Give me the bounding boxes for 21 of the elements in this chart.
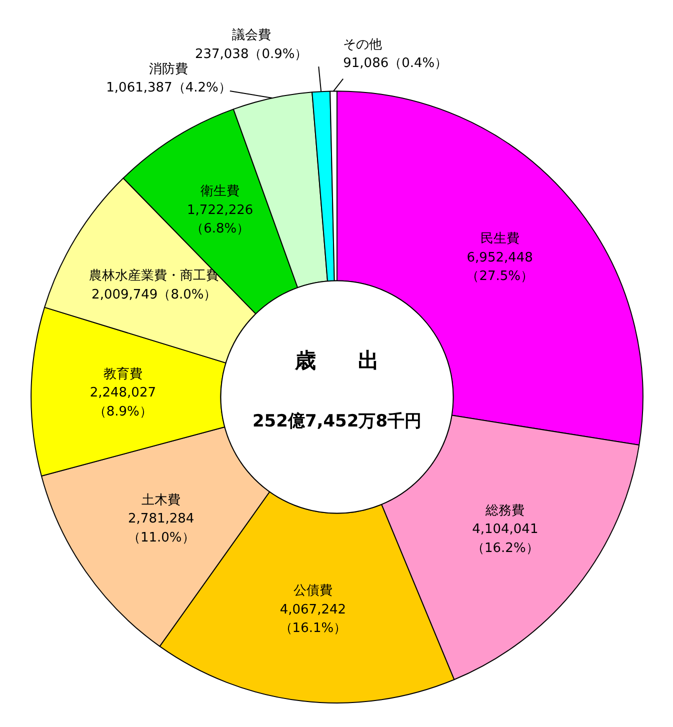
slice-label: 消防費: [149, 62, 188, 77]
slice-label: 民生費: [480, 232, 520, 247]
slice-label: 土木費: [142, 492, 181, 508]
slice-label: 総務費: [484, 503, 525, 518]
data-label: 237,038（0.9%）: [194, 46, 308, 62]
data-label: 2,009,749（8.0%）: [92, 287, 217, 302]
data-label: 6,952,448 （27.5%）: [466, 250, 534, 284]
slice-label: 衛生費: [200, 184, 240, 200]
data-label: 2,781,284 （11.0%）: [127, 512, 195, 546]
data-label: 1,061,387（4.2%）: [106, 80, 232, 96]
data-label: 91,086（0.4%）: [343, 56, 448, 72]
slice-label: その他: [343, 37, 382, 52]
slice-label: 議会費: [232, 28, 271, 44]
data-label: 4,104,041 （16.2%）: [472, 522, 539, 556]
data-label: 4,067,242 （16.1%）: [279, 602, 347, 636]
slice-label: 公債費: [293, 584, 332, 599]
data-label: 1,722,226 （6.8%）: [187, 202, 254, 237]
text: 歳 出: [294, 348, 379, 372]
slice-label: 教育費: [103, 366, 142, 382]
data-label: 2,248,027 （8.9%）: [90, 386, 156, 420]
text: 252億7,452万8千円: [252, 412, 422, 432]
